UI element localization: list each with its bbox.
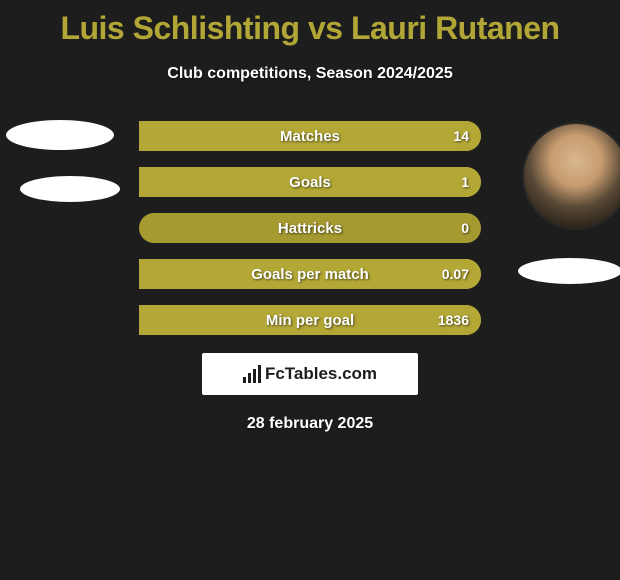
stat-label: Min per goal bbox=[139, 305, 481, 335]
avatar-image bbox=[524, 124, 620, 228]
brand-box: FcTables.com bbox=[202, 353, 418, 395]
chart-bars-icon bbox=[243, 365, 261, 383]
vs-text: vs bbox=[308, 10, 343, 46]
stat-row-matches: Matches 14 bbox=[139, 121, 481, 151]
stat-value-right: 14 bbox=[453, 121, 469, 151]
player1-name: Luis Schlishting bbox=[60, 10, 299, 46]
stat-label: Goals per match bbox=[139, 259, 481, 289]
stat-value-right: 1 bbox=[461, 167, 469, 197]
player2-name: Lauri Rutanen bbox=[351, 10, 560, 46]
stat-label: Goals bbox=[139, 167, 481, 197]
stat-row-hattricks: Hattricks 0 bbox=[139, 213, 481, 243]
date-text: 28 february 2025 bbox=[0, 415, 620, 433]
stat-value-right: 0 bbox=[461, 213, 469, 243]
brand-text: FcTables.com bbox=[265, 364, 377, 384]
stat-label: Matches bbox=[139, 121, 481, 151]
subtitle: Club competitions, Season 2024/2025 bbox=[0, 65, 620, 83]
stat-value-right: 0.07 bbox=[442, 259, 469, 289]
decorative-ellipse bbox=[518, 258, 620, 284]
stat-value-right: 1836 bbox=[438, 305, 469, 335]
decorative-ellipse bbox=[20, 176, 120, 202]
stat-row-mpg: Min per goal 1836 bbox=[139, 305, 481, 335]
comparison-title: Luis Schlishting vs Lauri Rutanen bbox=[0, 0, 620, 47]
decorative-ellipse bbox=[6, 120, 114, 150]
stat-row-goals: Goals 1 bbox=[139, 167, 481, 197]
stat-label: Hattricks bbox=[139, 213, 481, 243]
stat-row-gpm: Goals per match 0.07 bbox=[139, 259, 481, 289]
player2-avatar bbox=[524, 124, 620, 228]
